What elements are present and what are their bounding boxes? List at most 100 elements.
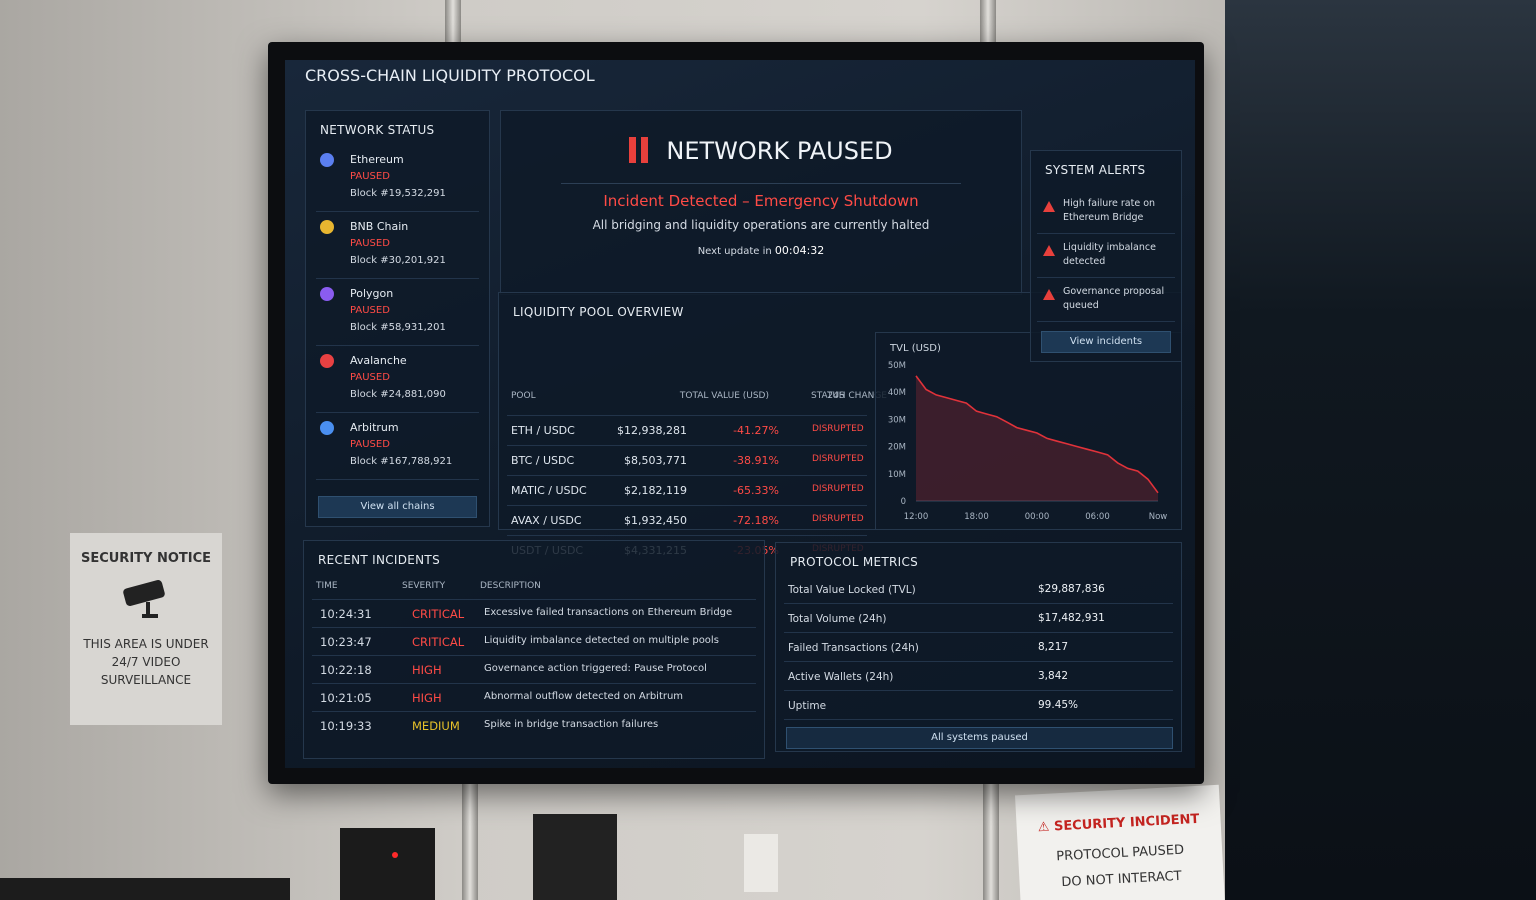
chain-status: PAUSED [350,372,390,383]
pool-row: AVAX / USDC $1,932,450 -72.18% DISRUPTED [507,505,867,535]
table-header: DESCRIPTION [480,581,541,591]
metric-label: Total Volume (24h) [788,613,887,625]
chain-block: Block #167,788,921 [350,456,453,467]
alert-row: High failure rate on Ethereum Bridge [1037,191,1175,234]
tvl-chart: TVL (USD) 0 10M 20M 30M 40M 50M 12:00 18:00 00:00… [888,343,1167,522]
metric-label: Uptime [788,700,827,712]
tvl-chart-panel: TVL (USD) 0 10M 20M 30M 40M 50M 12:00 18:00 00:00… [875,332,1182,530]
x-tick-label: 06:00 [1085,512,1110,522]
paused-banner: NETWORK PAUSED Incident Detected – Emerg… [500,110,1022,295]
alert-text: High failure rate on Ethereum Bridge [1063,198,1156,223]
incident-row: 10:22:18 HIGH Governance action triggered:… [312,655,756,683]
pool-name: MATIC / USDC [511,484,587,497]
incident-time: 10:21:05 [320,691,372,705]
pool-row: BTC / USDC $8,503,771 -38.91% DISRUPTED [507,445,867,475]
incident-description: Abnormal outflow detected on Arbitrum [484,691,684,702]
metric-value: $17,482,931 [1038,612,1105,624]
next-update-label: Next update in [697,246,772,257]
chain-icon [320,354,334,368]
chain-name: Polygon [350,287,394,300]
incident-time: 10:24:31 [320,607,372,621]
chain-block: Block #19,532,291 [350,188,446,199]
desk [0,878,290,900]
panel-title: PROTOCOL METRICS [790,555,919,569]
alert-row: Liquidity imbalance detected [1037,235,1175,278]
sign-title-text: SECURITY INCIDENT [1053,811,1200,835]
incident-severity: CRITICAL [412,635,465,649]
metric-value: 8,217 [1038,641,1069,653]
table-header: 24H CHANGE [827,391,887,401]
y-tick-label: 0 [901,497,906,507]
y-tick-label: 10M [888,470,906,480]
pool-change: -65.33% [733,484,779,497]
metrics-panel: PROTOCOL METRICS All systems paused Tota… [775,542,1182,752]
view-all-chains-button[interactable]: View all chains [318,496,477,518]
tvl-line [915,375,1159,494]
chain-icon [320,153,334,167]
pool-name: AVAX / USDC [511,514,582,527]
incident-time: 10:19:33 [320,719,372,733]
sign-title: ⚠ SECURITY INCIDENT [1037,811,1200,836]
pool-change: -41.27% [733,424,779,437]
pool-value: $12,938,281 [617,424,687,437]
chain-block: Block #24,881,090 [350,389,446,400]
incidents-panel: RECENT INCIDENTS TIME SEVERITY DESCRIPTION… [303,540,765,759]
x-tick-label: 18:00 [964,512,989,522]
x-tick-label: 12:00 [904,512,929,522]
alert-icon [1043,245,1055,256]
pool-value: $8,503,771 [624,454,687,467]
banner-title: NETWORK PAUSED [501,137,1021,165]
chain-status: PAUSED [350,171,390,182]
alert-text: Governance proposal queued [1063,286,1165,311]
chain-status: PAUSED [350,305,390,316]
table-header: TOTAL VALUE (USD) [679,391,769,401]
sign-line: 24/7 VIDEO [111,655,181,669]
next-update-time: 00:04:32 [774,244,825,257]
incident-severity: HIGH [412,691,442,705]
dashboard: CROSS-CHAIN LIQUIDITY PROTOCOL NETWORK S… [285,60,1195,768]
metric-value: $29,887,836 [1038,583,1105,595]
server-room [1225,0,1536,900]
y-axis-label: TVL (USD) [889,343,941,354]
alert-row: Governance proposal queued [1037,279,1175,322]
metric-row: Total Value Locked (TVL) $29,887,836 [784,575,1173,604]
incident-row: 10:21:05 HIGH Abnormal outflow detected on… [312,683,756,711]
pole [983,780,999,900]
sign-text: PROTOCOL PAUSED DO NOT INTERACT [1018,836,1224,899]
dashboard-title: CROSS-CHAIN LIQUIDITY PROTOCOL [305,66,595,85]
chain-row: Ethereum PAUSED Block #19,532,291 [316,149,479,212]
panel-title: RECENT INCIDENTS [318,553,440,567]
pole [462,780,478,900]
pool-change: -72.18% [733,514,779,527]
metric-label: Total Value Locked (TVL) [788,584,916,596]
incident-row: 10:19:33 MEDIUM Spike in bridge transactio… [312,711,756,739]
metric-row: Failed Transactions (24h) 8,217 [784,633,1173,662]
chain-icon [320,421,334,435]
chain-name: BNB Chain [350,220,409,233]
sign-title: SECURITY NOTICE [80,551,212,566]
incident-severity: HIGH [412,663,442,677]
y-tick-label: 20M [888,443,906,453]
metric-row: Uptime 99.45% [784,691,1173,720]
view-incidents-button[interactable]: View incidents [1041,331,1171,353]
wall-sign: SECURITY NOTICE THIS AREA IS UNDER 24/7 V… [70,533,222,725]
wall-device [533,814,617,900]
tvl-area [916,375,1158,501]
metric-row: Active Wallets (24h) 3,842 [784,662,1173,691]
pool-change: -38.91% [733,454,779,467]
metrics-footer: All systems paused [786,727,1173,749]
pool-status: DISRUPTED [812,484,864,494]
pool-status: DISRUPTED [812,454,864,464]
banner-title-text: NETWORK PAUSED [666,137,893,165]
sign-text: THIS AREA IS UNDER 24/7 VIDEO SURVEILLANCE [70,635,222,689]
chain-name: Arbitrum [350,421,399,434]
chain-row: Avalanche PAUSED Block #24,881,090 [316,350,479,413]
metric-value: 3,842 [1038,670,1069,682]
incident-description: Spike in bridge transaction failures [484,719,659,730]
incident-description: Excessive failed transactions on Ethereu… [484,607,733,618]
network-status-panel: NETWORK STATUS View all chains Ethereum P… [305,110,490,527]
pool-value: $1,932,450 [624,514,687,527]
panel-title: SYSTEM ALERTS [1045,163,1146,177]
pool-status: DISRUPTED [812,424,864,434]
